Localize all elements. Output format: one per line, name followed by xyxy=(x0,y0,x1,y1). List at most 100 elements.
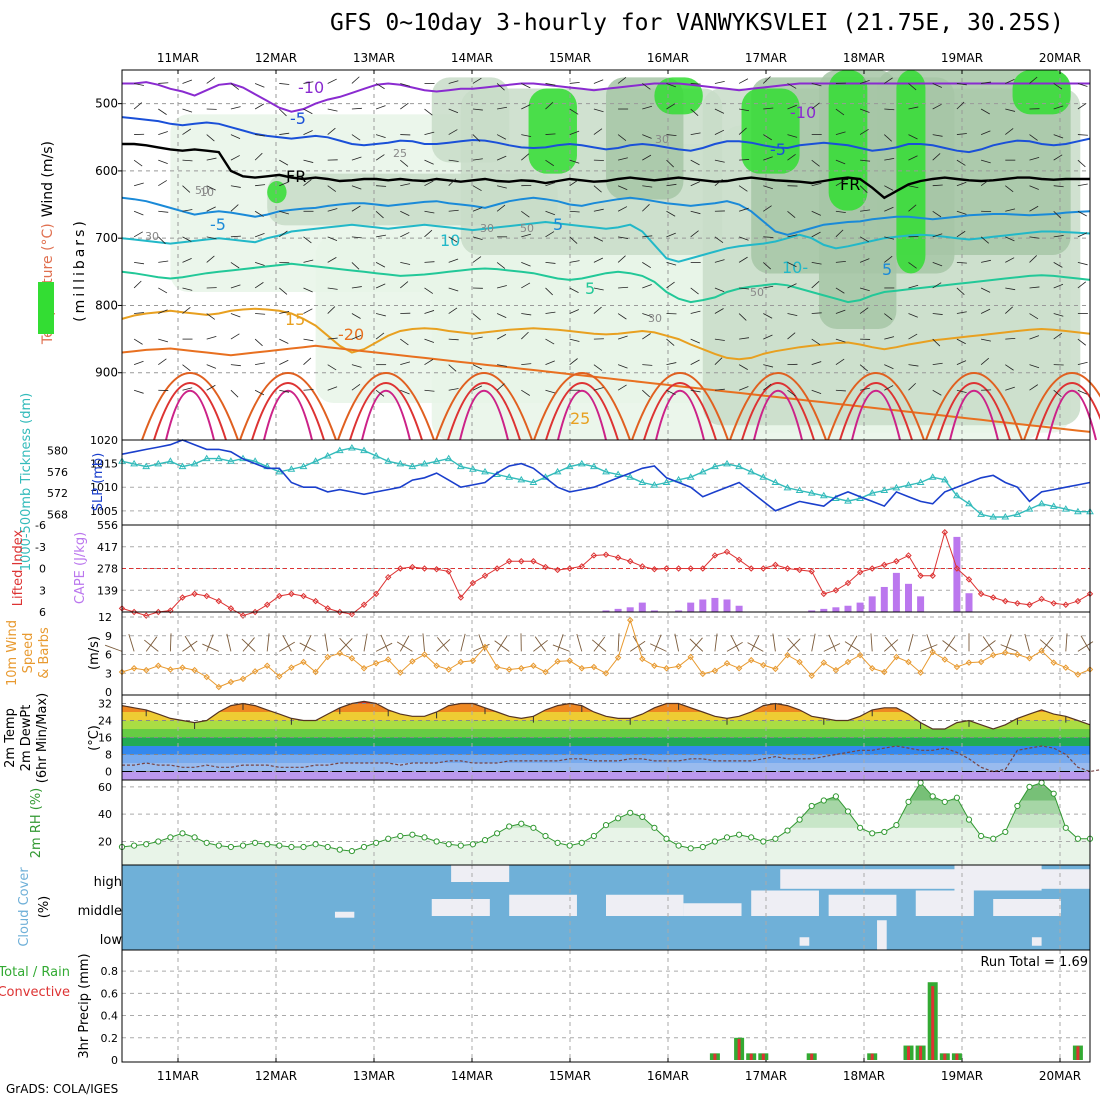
wind-barb xyxy=(448,178,457,186)
wind-barb xyxy=(400,159,409,167)
wind-barb-10m xyxy=(653,634,662,652)
thickness-marker xyxy=(166,457,175,464)
wind-barb xyxy=(448,258,459,263)
wind-ylabel-unit: (m/s) xyxy=(87,636,102,670)
wind-marker xyxy=(965,659,973,666)
wind-marker xyxy=(348,655,356,662)
li-tick-label: -3 xyxy=(35,541,46,554)
thickness-marker xyxy=(940,475,949,483)
wind-barb xyxy=(472,77,482,84)
wind-barb xyxy=(884,255,893,263)
wind-barb xyxy=(303,357,312,365)
warm-arc xyxy=(937,382,1011,441)
wind-barb xyxy=(521,262,531,267)
rh2m-marker xyxy=(857,824,864,831)
wind-barb xyxy=(642,134,652,139)
wind-barb xyxy=(956,389,967,394)
wind-barb xyxy=(158,82,169,84)
rh2m-marker xyxy=(203,839,210,846)
wind-barb xyxy=(956,210,967,215)
wind-barb xyxy=(279,311,290,314)
li-marker xyxy=(965,576,973,583)
wind-marker xyxy=(675,663,682,670)
wind-barb xyxy=(569,260,580,263)
wind-barb-10m xyxy=(942,640,958,652)
warm-arc xyxy=(925,372,1023,441)
wind-barb xyxy=(521,331,529,340)
wind-barb xyxy=(1053,185,1064,188)
wind-barb xyxy=(351,205,361,212)
wind-barb xyxy=(763,107,774,110)
wind-barb xyxy=(230,313,241,318)
wind-barb xyxy=(230,83,240,90)
wind-marker xyxy=(832,666,840,674)
wind-barb xyxy=(206,134,215,142)
rh2m-marker xyxy=(869,830,876,837)
wind-barb xyxy=(375,389,385,397)
wind-barb xyxy=(376,313,386,317)
wind-barb xyxy=(787,153,796,161)
wind-barb xyxy=(279,159,289,166)
rh2m-marker xyxy=(772,835,779,842)
wind-barb xyxy=(133,182,144,187)
warm-arc xyxy=(827,372,925,441)
wind-barb xyxy=(327,78,337,84)
thickness-marker xyxy=(202,454,211,462)
warm-arc xyxy=(251,382,325,441)
li-marker xyxy=(905,552,912,559)
wind-marker xyxy=(421,651,428,658)
warm-arc xyxy=(349,382,423,441)
li-ylabel: Lifted Index xyxy=(11,529,26,606)
wind-barb xyxy=(182,209,193,212)
wind-barb xyxy=(1005,185,1014,193)
wind-barb xyxy=(811,262,822,265)
temp-ylabel-unit-text: (°C) xyxy=(87,725,102,751)
wind-barb xyxy=(859,185,868,193)
wind-barb xyxy=(593,208,604,212)
wind-tick-label: 3 xyxy=(105,667,112,680)
wind-barb xyxy=(400,389,410,395)
wind-barbs xyxy=(133,76,1088,398)
wind-barb xyxy=(255,362,266,366)
wind-barb xyxy=(763,313,773,319)
precip-bar-convective xyxy=(713,1053,717,1060)
isotherm-label: -5 xyxy=(210,215,226,234)
thickness-marker xyxy=(481,467,489,475)
wind-barb-10m xyxy=(629,640,646,652)
thickness-marker xyxy=(1061,505,1070,512)
precip-bar-convective xyxy=(737,1038,741,1060)
wind-barb xyxy=(303,389,314,391)
wind-barb xyxy=(351,364,362,368)
rh2m-marker xyxy=(844,808,852,815)
wind-barb xyxy=(956,181,967,187)
wind-barb xyxy=(400,210,410,217)
wind-barb-10m xyxy=(726,641,743,652)
cloud-ylabel-text: Cloud Cover xyxy=(17,867,32,947)
cape-bar xyxy=(723,599,731,612)
li-marker xyxy=(808,568,815,575)
wind-barb xyxy=(254,210,264,217)
wind-barb xyxy=(593,257,604,263)
li-marker xyxy=(614,554,622,561)
rh2m-marker xyxy=(990,835,997,842)
li-marker xyxy=(276,592,283,600)
wind-barb xyxy=(738,127,747,135)
cape-bar xyxy=(602,610,610,612)
rh2m-marker xyxy=(748,834,755,841)
li-marker xyxy=(191,590,198,598)
wind-barb xyxy=(496,204,506,212)
li-marker xyxy=(953,565,961,572)
isotherm-label: -5 xyxy=(290,109,306,128)
rh2m-marker xyxy=(457,842,464,849)
wind-barb xyxy=(521,389,530,396)
wind-marker xyxy=(384,656,392,663)
wind-barb xyxy=(932,233,943,238)
thickness-marker xyxy=(505,473,514,480)
wind-barb-10m xyxy=(299,642,316,652)
li-marker xyxy=(518,558,525,565)
wind-barb-10m xyxy=(591,639,607,652)
isotherm-label: 30 xyxy=(648,312,662,325)
x-tick-label-bottom: 17MAR xyxy=(745,1069,787,1083)
rh2m-marker xyxy=(978,832,985,840)
wind-barb xyxy=(230,333,240,340)
